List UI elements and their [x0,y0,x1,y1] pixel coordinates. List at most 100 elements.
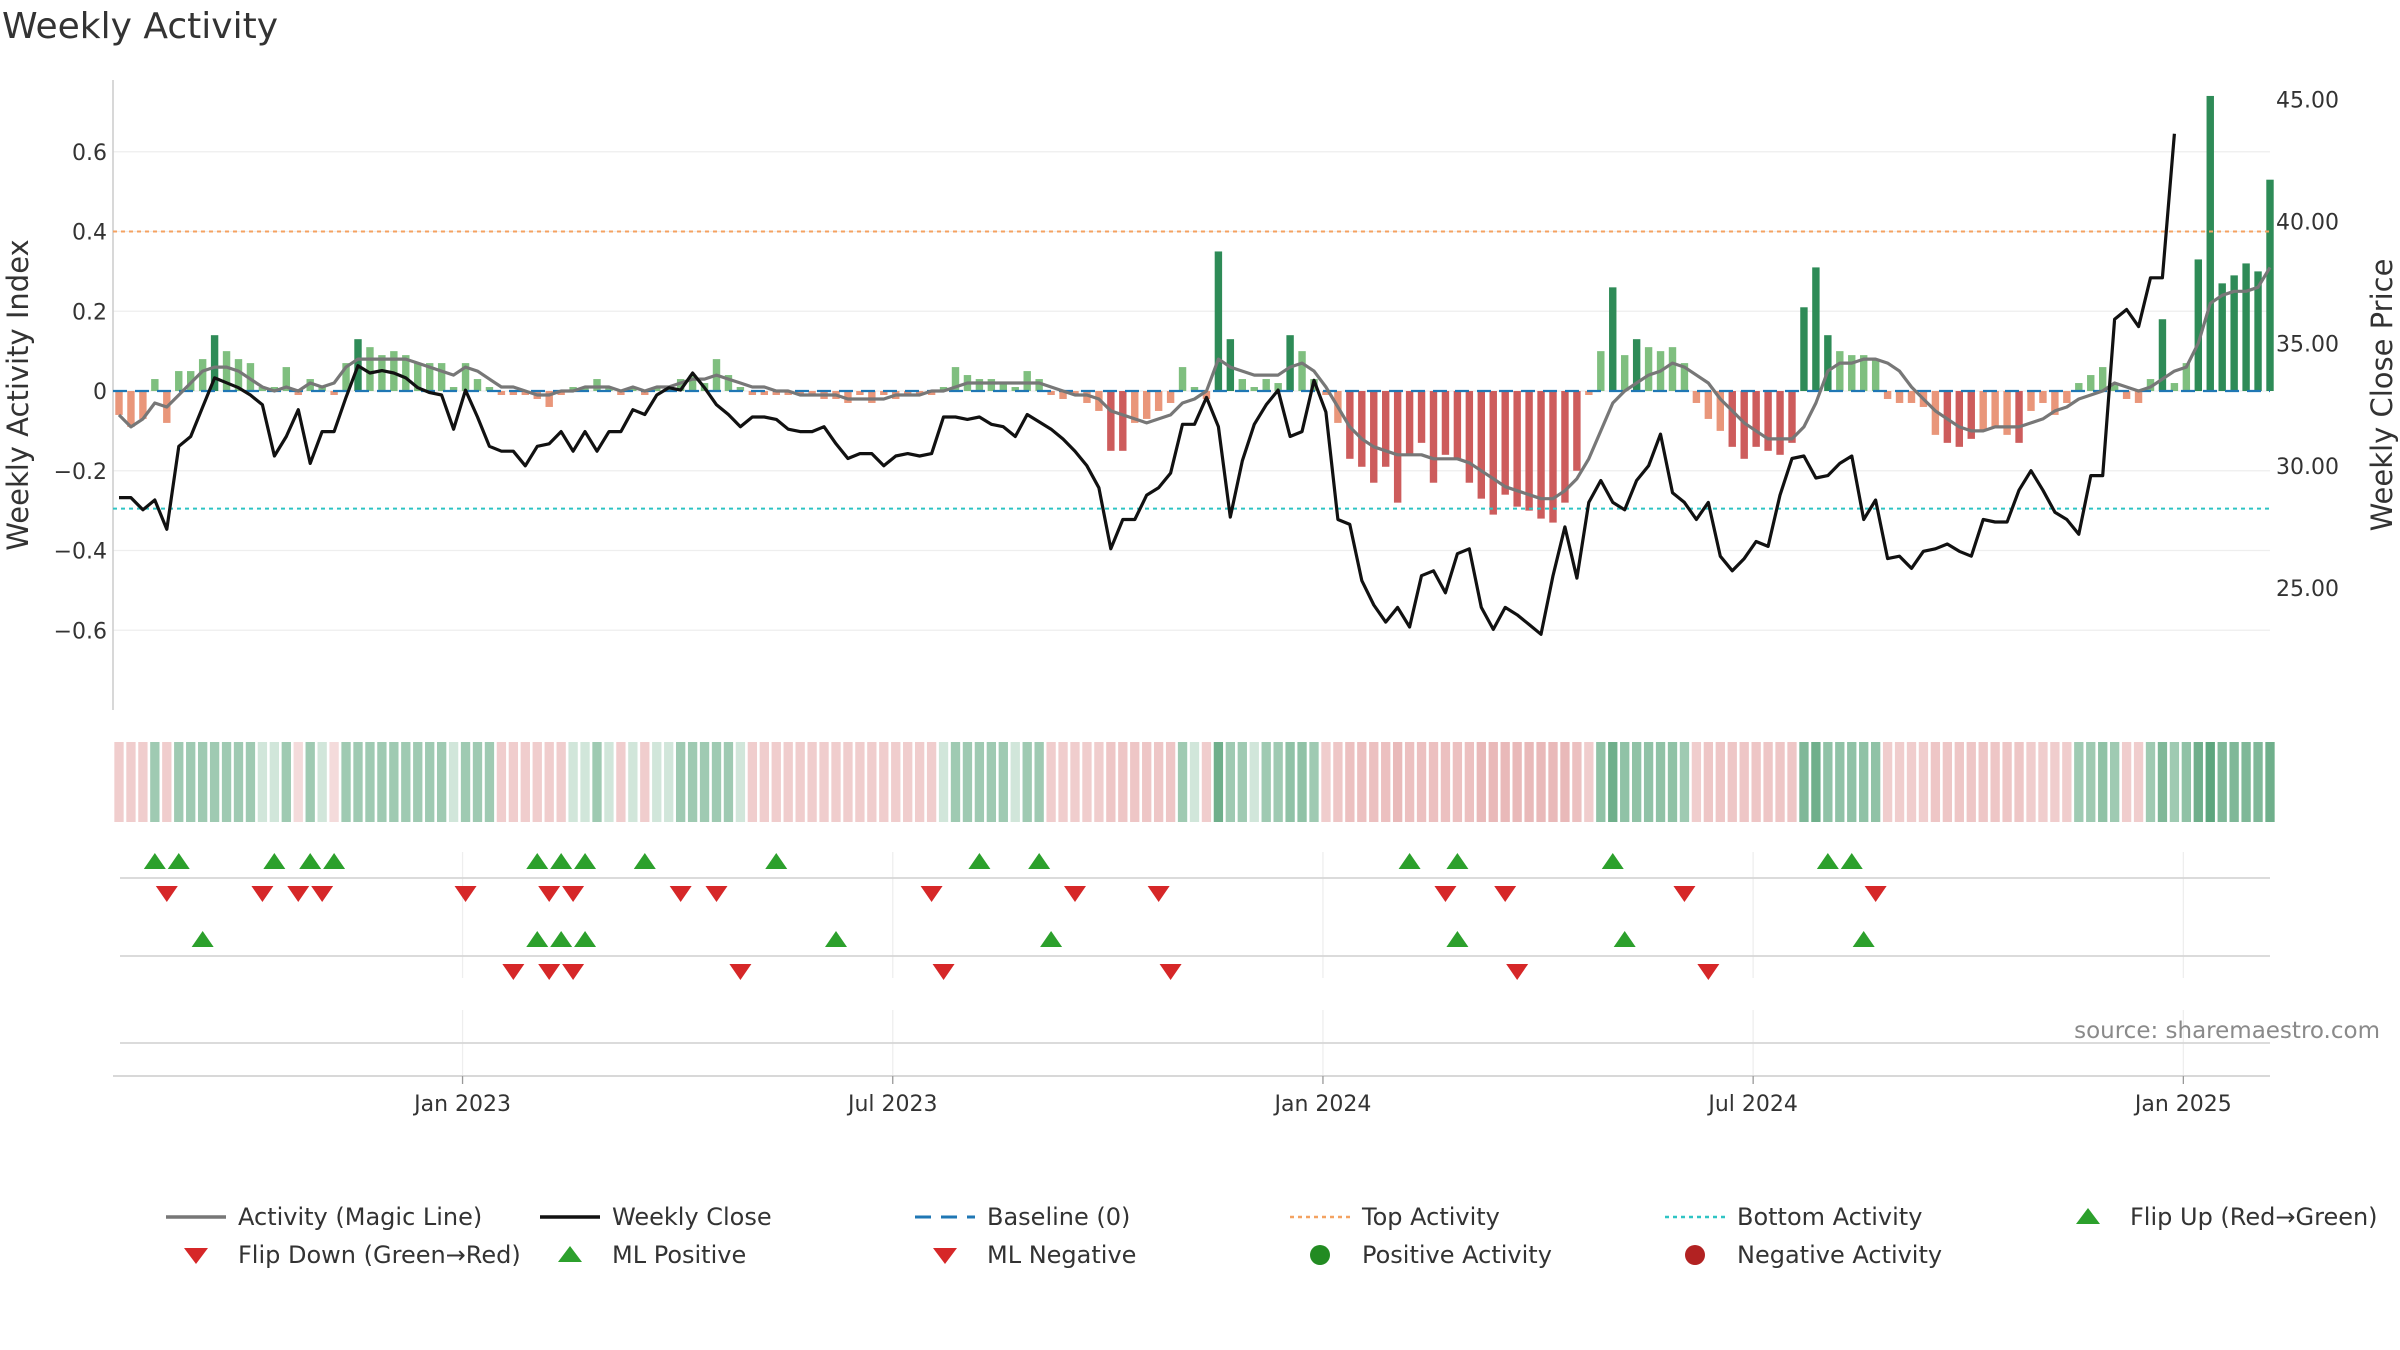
strip-cell [1285,742,1295,822]
strip-cell [317,742,327,822]
activity-bar [449,387,458,392]
activity-bar [760,391,769,395]
activity-bar [2110,383,2119,392]
strip-cell [723,742,734,822]
flip-down-marker [1494,886,1517,902]
strip-cell [2157,742,2168,822]
legend-label: Weekly Close [612,1203,772,1231]
strip-cell [1572,742,1582,822]
activity-bar [1836,351,1844,392]
y-tick-label: 0.6 [72,141,107,166]
reference-lines [113,230,2270,510]
activity-bar [581,387,589,392]
activity-bar [2158,319,2167,392]
strip-cell [1906,742,1917,822]
strip-cell [1727,742,1737,822]
activity-bar [282,367,291,392]
activity-bar [629,387,637,392]
activity-bar [915,391,924,395]
activity-bar [1501,391,1509,495]
y-tick-label: 0.4 [72,221,107,246]
activity-bar [437,363,446,392]
activity-bar [1585,391,1593,395]
activity-bar [1752,391,1760,447]
strip-cell [604,742,614,822]
activity-bar [2003,391,2011,435]
strip-cell [1882,742,1893,822]
strip-cell [1333,742,1343,822]
strip-cell [2169,742,2180,822]
flip-down-marker [1064,886,1086,902]
strip-cell [1763,742,1773,822]
ml-positive-marker [550,931,573,947]
strip-cell [962,742,973,822]
activity-bar [1011,387,1019,392]
activity-bar [1274,383,1282,392]
x-axis-ticks: Jan 2023 Jul 2023 Jan 2024 Jul 2024 Jan 2025… [412,1076,2232,1117]
strip-cell [2205,742,2215,822]
strip-cell [855,742,865,822]
strip-cell [544,742,554,822]
strip-cell [1512,742,1522,822]
activity-bar [175,371,183,392]
activity-bar [1465,391,1474,483]
activity-bar [1441,391,1450,455]
flip-down-marker [669,886,692,902]
activity-bar [653,387,661,392]
activity-bar [1991,391,1999,427]
strip-cell [1381,742,1391,822]
strip-cell [1835,742,1845,822]
activity-bar [2015,391,2023,443]
strip-cell [1966,742,1976,822]
flip-up-marker [1446,853,1469,869]
strip-cell [425,742,435,822]
y-tick-label: −0.4 [54,540,107,565]
strip-cell [1560,742,1570,822]
activity-bar [1680,363,1689,392]
activity-bar [1776,391,1784,455]
strip-cell [1643,742,1654,822]
activity-bar [1142,391,1151,419]
strip-cell [891,742,901,822]
activity-bar [2098,367,2107,392]
strip-cell [413,742,423,822]
strip-cell [389,742,399,822]
strip-cell [1811,742,1821,822]
strip-cell [1046,742,1056,822]
strip-cell [1715,742,1725,822]
ml-negative-marker [1159,964,1182,980]
activity-bar [222,351,231,392]
activity-bar [784,391,792,395]
ml-negative-marker [729,964,752,980]
activity-bar [903,391,912,395]
strip-cell [986,742,997,822]
activity-bar [2242,263,2250,392]
activity-bar [1931,391,1940,435]
y-tick-label: 0 [93,380,107,405]
flip-down-marker [1864,886,1887,902]
activity-bar [1250,387,1258,392]
strip-cell [472,742,483,822]
strip-cell [1978,742,1988,822]
legend-label: Bottom Activity [1737,1203,1922,1231]
activity-bar [1405,391,1414,455]
flip-down-marker [251,886,274,902]
strip-cell [508,742,519,822]
activity-bar [1943,391,1952,443]
legend-label: Activity (Magic Line) [238,1203,482,1231]
activity-bar [1023,371,1031,392]
activity-bar [856,391,864,395]
activity-bar [1393,391,1402,503]
strip-cell [1404,742,1415,822]
strip-cell [628,742,638,822]
strip-cell [1870,742,1881,822]
activity-bar [2218,283,2226,392]
activity-bar [2063,391,2071,403]
y-tick-label: −0.2 [54,460,107,485]
strip-cell [1249,742,1259,822]
y-tick-label: 0.2 [72,300,107,325]
strip-cell [735,742,746,822]
activity-bar [2206,95,2214,392]
ml-negative-marker [502,964,525,980]
strip-cell [2026,742,2036,822]
